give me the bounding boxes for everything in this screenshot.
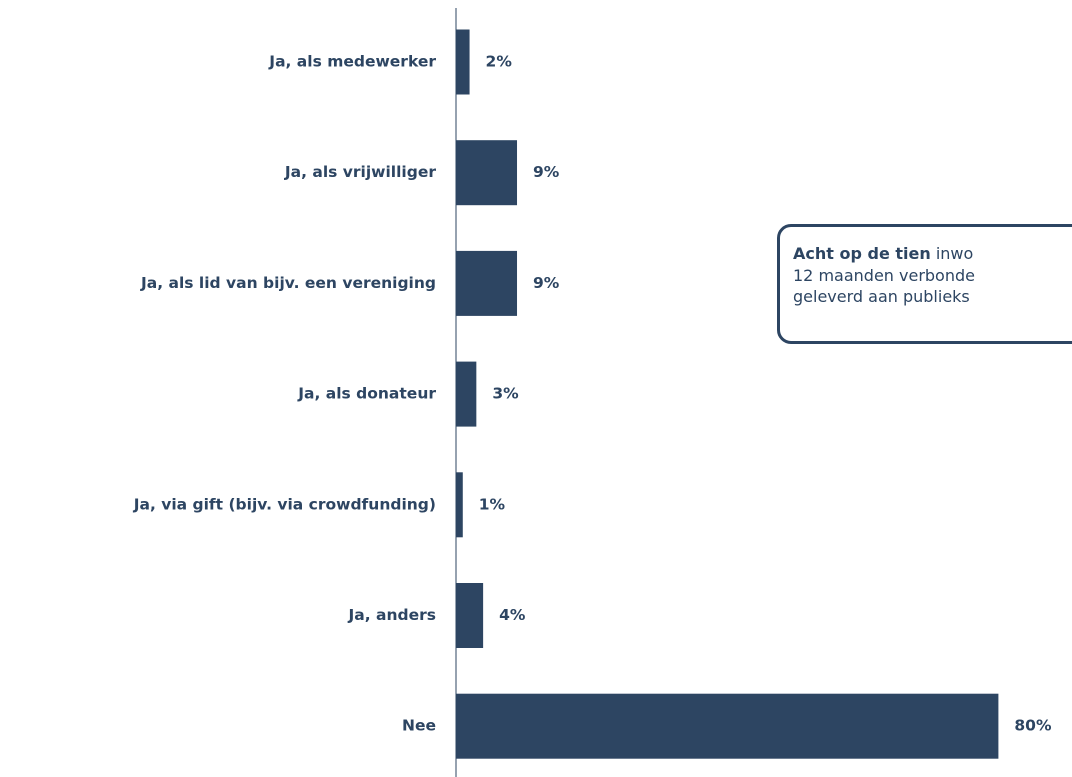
category-label: Ja, als vrijwilliger <box>284 163 436 181</box>
value-label: 1% <box>479 495 506 513</box>
annotation-bold: Acht op de tien <box>793 244 931 263</box>
value-label: 3% <box>492 385 519 403</box>
value-label: 9% <box>533 274 560 292</box>
bar <box>456 583 484 648</box>
bar <box>456 472 463 538</box>
bar <box>456 140 518 206</box>
category-label: Ja, als lid van bijv. een vereniging <box>140 274 436 292</box>
category-label: Nee <box>402 717 436 735</box>
annotation-box: Acht op de tien inwo 12 maanden verbonde g… <box>777 224 1072 344</box>
annotation-text: geleverd aan publieks <box>793 287 970 306</box>
category-label: Ja, via gift (bijv. via crowdfunding) <box>133 495 436 513</box>
value-label: 80% <box>1014 717 1052 735</box>
bar <box>456 29 470 95</box>
value-label: 9% <box>533 163 560 181</box>
category-label: Ja, als donateur <box>297 385 436 403</box>
value-label: 2% <box>486 53 513 71</box>
category-label: Ja, als medewerker <box>268 53 436 71</box>
annotation-text: inwo <box>930 244 974 263</box>
bar <box>456 693 999 759</box>
value-label: 4% <box>499 606 526 624</box>
annotation-text: 12 maanden verbonde <box>793 265 975 285</box>
bar <box>456 361 477 427</box>
category-label: Ja, anders <box>348 606 436 624</box>
bar <box>456 250 518 316</box>
